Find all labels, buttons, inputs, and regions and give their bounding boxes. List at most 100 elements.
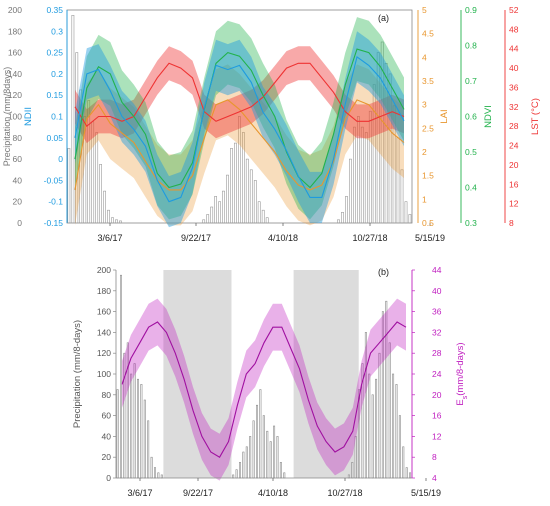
precip-axis-title: Precipitation (mm/8-days) xyxy=(72,320,83,428)
precip-bar xyxy=(376,52,380,224)
x-tick-label: 9/22/17 xyxy=(181,233,211,243)
lai-tick-label: 4 xyxy=(422,52,427,62)
precip-bar xyxy=(95,132,99,224)
precip-bar xyxy=(116,389,119,479)
ndvi-tick-label: 0.6 xyxy=(465,112,477,122)
precip-tick-label: 80 xyxy=(102,390,112,400)
precip-tick-label: 100 xyxy=(8,112,22,122)
precip-bar xyxy=(234,142,237,224)
lst-axis-title: LST (°C) xyxy=(530,98,541,135)
lst-tick-label: 8 xyxy=(509,218,514,228)
precip-bar xyxy=(348,158,352,224)
es-tick-label: 28 xyxy=(432,348,442,358)
precip-bar xyxy=(392,105,396,224)
precip-bar xyxy=(388,73,392,224)
precip-tick-label: 20 xyxy=(102,452,112,462)
es-tick-label: 8 xyxy=(432,452,437,462)
precip-bar xyxy=(230,148,233,224)
x-tick-label: 10/27/18 xyxy=(352,233,387,243)
precip-bar xyxy=(372,84,376,224)
precip-bar xyxy=(356,116,360,224)
lai-tick-label: 4.5 xyxy=(422,29,434,39)
ndvi-band xyxy=(75,17,404,220)
ndvi-tick-label: 0.8 xyxy=(465,41,477,51)
precip-tick-label: 40 xyxy=(13,175,23,185)
precip-tick-label: 160 xyxy=(8,48,22,58)
precip-bar xyxy=(405,467,408,479)
ndvi-tick-label: 0.4 xyxy=(465,183,477,193)
precip-bar xyxy=(202,219,206,224)
precip-bar xyxy=(242,132,245,224)
x-tick-label: 10/27/18 xyxy=(327,488,362,498)
lst-tick-label: 52 xyxy=(509,5,519,15)
precip-bar xyxy=(378,352,381,479)
precip-bar xyxy=(392,373,395,479)
precip-tick-label: 140 xyxy=(8,69,22,79)
lai-tick-label: 3 xyxy=(422,100,427,110)
precip-bar xyxy=(249,436,252,479)
precip-bar xyxy=(99,164,102,224)
es-tick-label: 24 xyxy=(432,369,442,379)
lai-line xyxy=(74,99,405,191)
x-tick-label: 3/6/17 xyxy=(97,233,122,243)
lst-tick-label: 40 xyxy=(509,63,519,73)
precip-bar xyxy=(103,190,106,224)
precip-bar xyxy=(253,180,257,224)
precip-bar xyxy=(147,420,150,479)
precip-tick-label: 120 xyxy=(97,348,111,358)
ndvi-tick-label: 0.5 xyxy=(465,147,477,157)
shaded-period xyxy=(293,270,359,478)
precip-bar xyxy=(130,373,133,479)
precip-bar xyxy=(150,456,153,479)
ndii-axis-title: NDII xyxy=(23,107,34,126)
precip-bar xyxy=(276,436,279,479)
precip-tick-label: 180 xyxy=(8,26,22,36)
ndii-tick-label: 0.3 xyxy=(51,26,63,36)
es-axis-title: Es(mm/8-days) xyxy=(455,342,469,405)
precip-bar xyxy=(222,190,225,224)
precip-bar xyxy=(261,209,265,224)
es-tick-label: 12 xyxy=(432,431,442,441)
ndii-tick-label: 0.1 xyxy=(51,112,63,122)
precip-bar xyxy=(408,214,412,224)
ndii-tick-label: 0.2 xyxy=(51,69,63,79)
precip-bar xyxy=(137,378,139,479)
x-tick-label: 5/15/19 xyxy=(415,233,445,243)
lst-line xyxy=(74,62,405,128)
precip-bar xyxy=(398,415,401,479)
lst-tick-label: 36 xyxy=(509,82,519,92)
precip-tick-label: 80 xyxy=(13,133,23,143)
precip-bar xyxy=(238,116,241,224)
ndii-tick-label: 0.35 xyxy=(46,5,63,15)
lai-tick-label: 5 xyxy=(422,5,427,15)
precip-bar xyxy=(160,474,163,479)
precip-bar xyxy=(269,441,272,479)
ndii-line xyxy=(74,55,405,203)
es-tick-label: 16 xyxy=(432,411,442,421)
precip-bar xyxy=(83,116,87,224)
ndii-tick-label: 0 xyxy=(58,154,63,164)
precip-bar xyxy=(232,474,235,479)
lai-tick-label: 2 xyxy=(422,147,427,157)
precip-bar xyxy=(402,446,405,479)
es-tick-label: 44 xyxy=(432,265,442,275)
precip-bar xyxy=(352,126,356,224)
precip-bar xyxy=(235,469,238,479)
ndii-band xyxy=(75,31,404,228)
es-line xyxy=(121,321,407,458)
ndii-tick-label: -0.15 xyxy=(44,218,64,228)
x-tick-label: 5/15/19 xyxy=(411,488,441,498)
precip-bar xyxy=(262,415,265,479)
ndii-tick-label: 0.15 xyxy=(46,90,63,100)
precip-bar xyxy=(265,217,269,224)
lai-tick-label: 1.5 xyxy=(422,171,434,181)
precip-bar xyxy=(245,158,249,224)
precip-tick-label: 120 xyxy=(8,90,22,100)
lai-tick-label: 1 xyxy=(422,194,427,204)
precip-bar xyxy=(79,89,83,224)
ndii-tick-label: -0.1 xyxy=(48,197,63,207)
precip-tick-label: 0 xyxy=(106,473,111,483)
precip-bar xyxy=(115,219,118,224)
precip-bar xyxy=(351,462,354,479)
precip-bar xyxy=(400,169,404,224)
